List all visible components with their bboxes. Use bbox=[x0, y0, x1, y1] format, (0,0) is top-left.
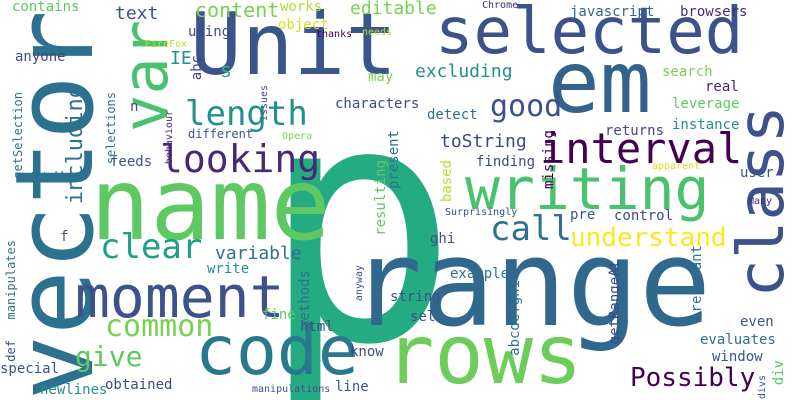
word-cloud-word: def bbox=[4, 340, 18, 362]
word-cloud-word: writing bbox=[465, 155, 710, 223]
word-cloud-word: instance bbox=[672, 117, 740, 133]
word-cloud-word: special bbox=[0, 361, 60, 377]
word-cloud-word: excluding bbox=[415, 61, 513, 82]
word-cloud-word: sel bbox=[410, 309, 436, 325]
word-cloud-word: getSelection bbox=[11, 92, 25, 179]
word-cloud-word: divs bbox=[757, 375, 768, 400]
word-cloud-word: based bbox=[439, 160, 455, 203]
word-cloud-word: toString bbox=[440, 131, 527, 152]
word-cloud-word: even bbox=[740, 314, 774, 330]
word-cloud-word: rows bbox=[385, 308, 583, 400]
word-cloud-word: write bbox=[207, 261, 250, 277]
word-cloud-word: abcdefghi bbox=[507, 280, 523, 356]
word-cloud-word: text bbox=[115, 3, 159, 24]
word-cloud-word: selected bbox=[435, 0, 744, 69]
word-cloud-word: example bbox=[450, 266, 510, 282]
word-cloud-word: window bbox=[712, 349, 763, 365]
word-cloud-word: moment bbox=[75, 263, 285, 331]
word-cloud-word: div bbox=[771, 360, 787, 386]
word-cloud-word: user bbox=[740, 165, 774, 181]
word-cloud-word: newlines bbox=[40, 382, 108, 398]
word-cloud-word: content bbox=[195, 0, 280, 22]
word-cloud-word: n bbox=[130, 99, 139, 115]
word-cloud-word: totally bbox=[30, 171, 73, 182]
word-cloud-word: javascript bbox=[570, 4, 655, 20]
word-cloud-word: line bbox=[335, 379, 369, 395]
word-cloud-word: string bbox=[390, 289, 441, 305]
word-cloud-word: evaluates bbox=[700, 332, 776, 348]
word-cloud-word: editable bbox=[350, 0, 437, 19]
word-cloud-word: call bbox=[490, 209, 572, 249]
word-cloud-word: interval bbox=[540, 124, 743, 173]
word-cloud-word: needs bbox=[362, 27, 393, 38]
word-cloud-word: code bbox=[195, 312, 359, 391]
word-cloud-word: returns bbox=[605, 123, 665, 139]
word-cloud-word: real bbox=[705, 79, 739, 95]
word-cloud-word: thanks bbox=[316, 29, 353, 40]
word-cloud-word: range bbox=[350, 215, 712, 354]
word-cloud-word: abc bbox=[189, 55, 205, 81]
word-cloud-word: clear bbox=[100, 227, 203, 267]
word-cloud-word: Possibly bbox=[630, 363, 756, 393]
word-cloud-word: present bbox=[386, 130, 402, 190]
word-cloud-word: manipulates bbox=[4, 240, 18, 320]
word-cloud-word: methods bbox=[297, 270, 313, 330]
word-cloud-word: anyway bbox=[354, 265, 365, 302]
word-cloud-word: contains bbox=[12, 0, 80, 15]
word-cloud-word: variable bbox=[215, 243, 302, 264]
word-cloud-word: behaviour bbox=[164, 110, 175, 165]
word-cloud-word: using bbox=[188, 24, 231, 40]
word-cloud-word: ghi bbox=[430, 231, 456, 247]
word-cloud-word: relevant bbox=[689, 245, 705, 313]
word-cloud-word: missing bbox=[541, 130, 557, 190]
word-cloud-word: control bbox=[614, 208, 674, 224]
word-cloud-word: issues bbox=[259, 85, 270, 122]
word-cloud-word: leverage bbox=[672, 96, 740, 112]
word-cloud-word: good bbox=[490, 89, 563, 124]
word-cloud-word: detect bbox=[427, 107, 478, 123]
word-cloud-word: fine bbox=[262, 307, 296, 323]
word-cloud-word: including bbox=[63, 85, 88, 205]
word-cloud-word: Opera bbox=[282, 131, 313, 142]
word-cloud-word: obtained bbox=[105, 377, 173, 393]
word-cloud-word: length bbox=[185, 94, 308, 134]
word-cloud-word: s bbox=[220, 58, 233, 82]
word-cloud-word: anyone bbox=[15, 49, 66, 65]
word-cloud-word: characters bbox=[335, 96, 420, 112]
word-cloud-word: common bbox=[105, 309, 214, 344]
word-cloud-word: apparent bbox=[652, 161, 701, 172]
word-cloud-word: FireFox bbox=[145, 39, 188, 50]
word-cloud-word: selections bbox=[104, 92, 118, 165]
word-cloud-word: object bbox=[278, 17, 329, 33]
word-cloud-word: feeds bbox=[110, 154, 153, 170]
word-cloud-word: may bbox=[368, 69, 394, 85]
word-cloud-word: give bbox=[75, 340, 143, 373]
word-cloud-word: manipulations bbox=[252, 384, 331, 395]
word-cloud-word: Unit bbox=[190, 0, 398, 95]
word-cloud-word: Many bbox=[748, 196, 773, 207]
word-cloud-word: html bbox=[300, 319, 334, 335]
word-cloud-word: getRangeAt bbox=[607, 260, 623, 345]
word-cloud-word: IE bbox=[170, 48, 192, 69]
word-cloud-word: looking bbox=[160, 137, 321, 181]
word-cloud-word: p bbox=[260, 33, 459, 400]
word-cloud-word: em bbox=[548, 33, 652, 133]
word-cloud-word: name bbox=[90, 146, 331, 263]
word-cloud-word: finding bbox=[476, 154, 536, 170]
word-cloud-word: resulting bbox=[373, 160, 389, 236]
word-cloud-word: understand bbox=[570, 223, 727, 253]
word-cloud-word: different bbox=[188, 127, 254, 141]
word-cloud-word: pre bbox=[570, 207, 596, 223]
word-cloud-word: search bbox=[662, 64, 713, 80]
word-cloud-word: Surprisingly bbox=[445, 207, 518, 218]
word-cloud-word: browsers bbox=[680, 4, 748, 20]
word-cloud-word: Chrome bbox=[482, 0, 519, 11]
word-cloud-word: works bbox=[280, 0, 323, 15]
word-cloud-word: know bbox=[350, 344, 384, 360]
word-cloud-word: f bbox=[60, 229, 69, 245]
